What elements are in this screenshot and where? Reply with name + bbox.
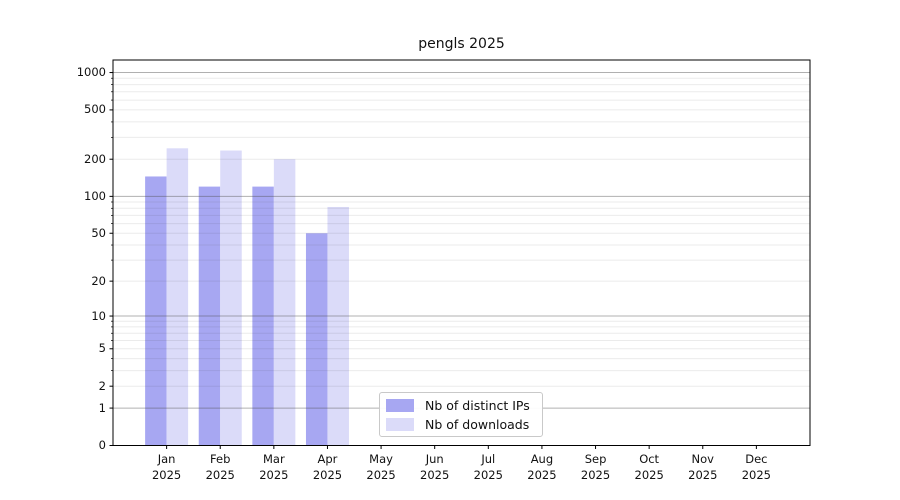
x-tick-label-dec: Dec 2025 (726, 452, 786, 483)
x-tick-label-feb: Feb 2025 (190, 452, 250, 483)
bar-downloads-apr (327, 206, 349, 446)
x-tick-year: 2025 (634, 467, 664, 482)
x-tick-year: 2025 (688, 467, 718, 482)
y-tick-label-100: 100 (84, 188, 106, 203)
bar-distinct-ips-apr (305, 233, 328, 446)
legend-label-distinct-ips: Nb of distinct IPs (425, 397, 530, 413)
x-tick-month: Nov (691, 452, 714, 466)
y-tick-label-2: 2 (98, 378, 106, 393)
legend-item-downloads: Nb of downloads (386, 416, 534, 432)
x-tick-label-may: May 2025 (351, 452, 411, 483)
y-tick-label-1000: 1000 (76, 65, 106, 80)
x-tick-month: Aug (530, 452, 554, 466)
x-tick-year: 2025 (420, 467, 450, 482)
y-tick-label-5: 5 (98, 341, 106, 356)
x-tick-label-jun: Jun 2025 (405, 452, 465, 483)
legend-swatch-downloads-icon (386, 417, 414, 431)
x-tick-label-jan: Jan 2025 (137, 452, 197, 483)
y-tick-label-0: 0 (98, 438, 106, 452)
x-tick-label-jul: Jul 2025 (458, 452, 518, 483)
y-tick-label-500: 500 (84, 102, 106, 117)
x-tick-label-apr: Apr 2025 (297, 452, 357, 483)
x-tick-label-nov: Nov 2025 (673, 452, 733, 483)
x-tick-month: May (369, 452, 393, 466)
y-tick-label-10: 10 (91, 308, 106, 323)
y-tick-label-50: 50 (91, 225, 106, 240)
bar-distinct-ips-mar (252, 186, 274, 446)
x-tick-year: 2025 (205, 467, 235, 482)
y-tick-label-200: 200 (84, 151, 106, 166)
x-tick-month: Dec (745, 452, 768, 466)
chart-title: pengls 2025 (418, 36, 505, 52)
x-tick-year: 2025 (366, 467, 396, 482)
bar-downloads-jan (166, 148, 189, 446)
bar-downloads-feb (220, 150, 242, 446)
bar-distinct-ips-feb (198, 186, 221, 446)
y-tick-label-20: 20 (91, 273, 106, 288)
plot-border (112, 59, 811, 446)
bar-distinct-ips-jan (145, 176, 167, 446)
x-tick-month: Sep (584, 452, 607, 466)
x-tick-label-sep: Sep 2025 (566, 452, 626, 483)
legend-swatch-distinct-ips-icon (386, 398, 414, 412)
x-tick-month: Oct (639, 452, 660, 466)
x-tick-year: 2025 (741, 467, 772, 482)
x-tick-month: Jul (481, 452, 496, 466)
x-tick-label-aug: Aug 2025 (512, 452, 572, 483)
x-tick-label-mar: Mar 2025 (244, 452, 304, 483)
x-tick-month: Feb (210, 452, 231, 466)
x-tick-month: Jun (425, 452, 444, 466)
legend-label-downloads: Nb of downloads (425, 416, 530, 432)
y-tick-label-1: 1 (98, 400, 106, 415)
legend: Nb of distinct IPs Nb of downloads (379, 392, 543, 437)
x-tick-month: Mar (262, 452, 285, 466)
x-tick-year: 2025 (259, 467, 289, 482)
x-tick-month: Jan (157, 452, 176, 466)
x-tick-year: 2025 (151, 467, 182, 482)
bar-downloads-mar (273, 159, 296, 446)
x-tick-year: 2025 (312, 467, 343, 482)
x-tick-year: 2025 (473, 467, 503, 482)
x-tick-year: 2025 (580, 467, 611, 482)
x-tick-month: Apr (317, 452, 338, 466)
legend-item-distinct-ips: Nb of distinct IPs (386, 397, 534, 413)
x-tick-label-oct: Oct 2025 (619, 452, 679, 483)
x-tick-year: 2025 (527, 467, 557, 482)
